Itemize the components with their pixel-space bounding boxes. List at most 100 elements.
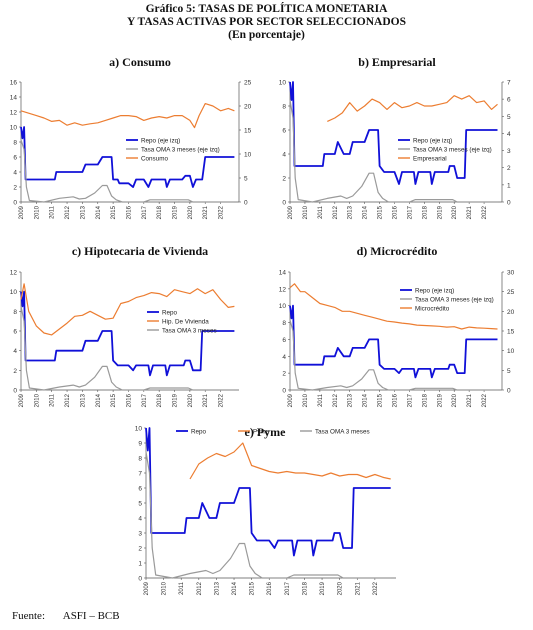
y-tick-label-left: 4 — [282, 152, 286, 159]
y-tick-label-left: 4 — [282, 354, 286, 361]
y-tick-label-left: 10 — [10, 289, 18, 296]
legend-label: Tasa OMA 3 meses — [315, 428, 370, 435]
series-line — [189, 442, 391, 480]
series-line — [20, 306, 235, 391]
panel-title-consumo: a) Consumo — [109, 55, 171, 69]
series-line — [289, 304, 498, 379]
x-tick-label: 2018 — [422, 393, 428, 407]
legend-label: Repo — [162, 309, 178, 316]
x-tick-label: 2021 — [355, 581, 361, 595]
x-tick-label: 2016 — [393, 205, 399, 219]
legend-label: Repo (eje izq) — [415, 287, 454, 294]
y-tick-label-left: 14 — [279, 270, 287, 277]
y-tick-label-left: 1 — [138, 561, 142, 568]
x-tick-label: 2010 — [34, 393, 40, 407]
x-tick-label: 2019 — [173, 205, 179, 219]
y-tick-label-left: 16 — [10, 80, 18, 87]
y-tick-label-right: 2 — [507, 165, 511, 172]
x-tick-label: 2010 — [34, 205, 40, 219]
x-tick-label: 2015 — [378, 205, 384, 219]
x-tick-label: 2010 — [162, 581, 168, 595]
x-tick-label: 2012 — [65, 205, 71, 219]
x-tick-label: 2009 — [144, 581, 150, 595]
series-line — [20, 290, 235, 377]
y-tick-label-left: 12 — [279, 286, 287, 293]
source-note: Fuente: ASFI – BCB — [12, 610, 120, 622]
y-tick-label-left: 0 — [282, 200, 286, 207]
x-tick-label: 2022 — [482, 393, 488, 407]
y-tick-label-right: 10 — [507, 348, 515, 355]
y-tick-label-right: 25 — [244, 80, 252, 87]
x-tick-label: 2021 — [467, 393, 473, 407]
y-tick-label-right: 0 — [507, 388, 511, 395]
x-tick-label: 2009 — [288, 205, 294, 219]
x-tick-label: 2017 — [142, 393, 148, 407]
x-tick-label: 2019 — [173, 393, 179, 407]
x-tick-label: 2016 — [126, 393, 132, 407]
y-tick-label-left: 2 — [13, 185, 17, 192]
x-tick-label: 2015 — [378, 393, 384, 407]
y-tick-label-right: 0 — [244, 200, 248, 207]
y-tick-label-right: 5 — [507, 114, 511, 121]
x-tick-label: 2009 — [19, 393, 25, 407]
y-tick-label-right: 5 — [244, 176, 248, 183]
series-line — [20, 102, 235, 129]
series-line — [289, 283, 498, 330]
x-tick-label: 2017 — [407, 393, 413, 407]
series-line — [289, 81, 498, 185]
y-tick-label-right: 6 — [507, 97, 511, 104]
x-tick-label: 2013 — [348, 205, 354, 219]
legend-label: Hip. De Vivienda — [162, 318, 209, 325]
y-tick-label-left: 4 — [138, 516, 142, 523]
x-tick-label: 2020 — [338, 581, 344, 595]
x-tick-label: 2021 — [203, 393, 209, 407]
x-tick-label: 2012 — [333, 205, 339, 219]
x-tick-label: 2013 — [214, 581, 220, 595]
x-tick-label: 2018 — [302, 581, 308, 595]
x-tick-label: 2017 — [142, 205, 148, 219]
y-tick-label-left: 10 — [10, 125, 18, 132]
x-tick-label: 2020 — [188, 393, 194, 407]
legend-label: Repo (eje izq) — [413, 137, 452, 144]
x-tick-label: 2009 — [288, 393, 294, 407]
y-tick-label-left: 7 — [138, 471, 142, 478]
y-tick-label-right: 15 — [244, 128, 252, 135]
panel-title-hipotecaria: c) Hipotecaria de Vivienda — [71, 244, 209, 258]
y-tick-label-left: 8 — [13, 140, 17, 147]
series-line — [289, 99, 498, 203]
y-tick-label-left: 6 — [13, 329, 17, 336]
series-line — [327, 95, 498, 122]
y-tick-label-left: 10 — [279, 303, 287, 310]
x-tick-label: 2010 — [303, 205, 309, 219]
x-tick-label: 2020 — [452, 393, 458, 407]
y-tick-label-right: 0 — [507, 200, 511, 207]
x-tick-label: 2011 — [318, 205, 324, 219]
y-tick-label-left: 5 — [138, 501, 142, 508]
x-tick-label: 2014 — [363, 205, 369, 219]
x-tick-label: 2015 — [250, 581, 256, 595]
legend-label: Repo — [191, 428, 207, 435]
y-tick-label-left: 6 — [13, 155, 17, 162]
y-tick-label-right: 30 — [507, 270, 515, 277]
x-tick-label: 2020 — [188, 205, 194, 219]
figure-title-line-1: Gráfico 5: TASAS DE POLÍTICA MONETARIA — [145, 3, 388, 15]
x-tick-label: 2016 — [393, 393, 399, 407]
x-tick-label: 2011 — [50, 205, 56, 219]
y-tick-label-right: 20 — [507, 309, 515, 316]
x-tick-label: 2022 — [373, 581, 379, 595]
y-tick-label-left: 0 — [282, 388, 286, 395]
y-tick-label-left: 0 — [13, 200, 17, 207]
x-tick-label: 2012 — [197, 581, 203, 595]
series-line — [145, 451, 391, 579]
x-tick-label: 2019 — [437, 205, 443, 219]
x-tick-label: 2009 — [19, 205, 25, 219]
x-tick-label: 2017 — [407, 205, 413, 219]
x-tick-label: 2014 — [96, 393, 102, 407]
panel-title-pyme: e) Pyme — [244, 425, 286, 439]
y-tick-label-left: 2 — [13, 368, 17, 375]
legend-label: Empresarial — [413, 155, 447, 162]
legend-label: Tasa OMA 3 meses (eje izq) — [141, 146, 220, 153]
y-tick-label-left: 3 — [138, 531, 142, 538]
y-tick-label-right: 1 — [507, 182, 511, 189]
x-tick-label: 2014 — [96, 205, 102, 219]
